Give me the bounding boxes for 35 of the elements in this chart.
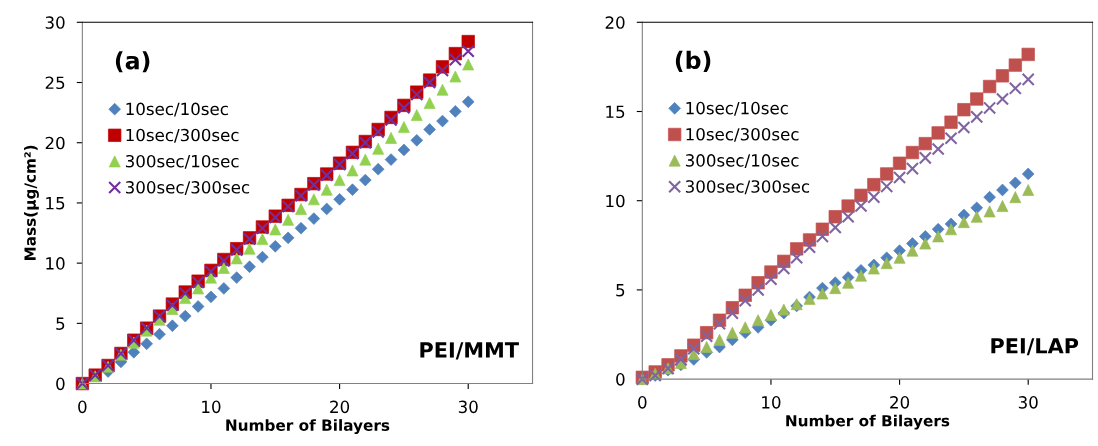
y-tick-label: 20 xyxy=(605,16,625,29)
x-tick-label: 30 xyxy=(1018,396,1038,409)
legend-label: 300sec/300sec xyxy=(125,181,250,195)
y-tick-label: 20 xyxy=(45,136,65,150)
y-tick-label: 15 xyxy=(46,197,65,210)
legend-label: 300sec/10sec xyxy=(125,154,239,169)
annotation: (b) xyxy=(675,50,711,72)
x-tick-label: 20 xyxy=(330,400,350,414)
legend-label: 300sec/10sec xyxy=(685,154,799,168)
y-tick-label: 30 xyxy=(45,16,65,29)
annotation: PEI/MMT xyxy=(420,342,519,360)
x-tick-label: 10 xyxy=(762,396,781,409)
legend-label: 10sec/10sec xyxy=(126,102,228,117)
y-tick-label: 5 xyxy=(616,284,625,297)
x-tick-label: 20 xyxy=(890,396,910,409)
y-tick-label: 0 xyxy=(56,377,65,391)
y-tick-label: 10 xyxy=(606,194,625,208)
legend-label: 10sec/10sec xyxy=(686,101,788,116)
annotation: PEI/LAP xyxy=(991,338,1079,356)
x-tick-label: 0 xyxy=(638,396,647,409)
legend-label: 10sec/300sec xyxy=(686,127,799,142)
legend-label: 10sec/300sec xyxy=(126,128,239,143)
x-axis-title: Number of Bilayers xyxy=(786,414,950,430)
x-tick-label: 10 xyxy=(202,400,221,414)
y-tick-label: 0 xyxy=(616,373,625,386)
legend-label: 300sec/300sec xyxy=(685,180,810,195)
x-tick-label: 0 xyxy=(78,400,87,414)
x-tick-label: 30 xyxy=(458,400,478,414)
x-axis-title: Number of Bilayers xyxy=(226,419,390,435)
y-axis-title: Mass(μg/cm²) xyxy=(24,145,39,261)
y-tick-label: 25 xyxy=(45,76,65,90)
y-tick-label: 15 xyxy=(606,105,625,119)
y-tick-label: 5 xyxy=(56,317,65,330)
annotation: (a) xyxy=(115,51,150,73)
y-tick-label: 10 xyxy=(46,257,65,270)
